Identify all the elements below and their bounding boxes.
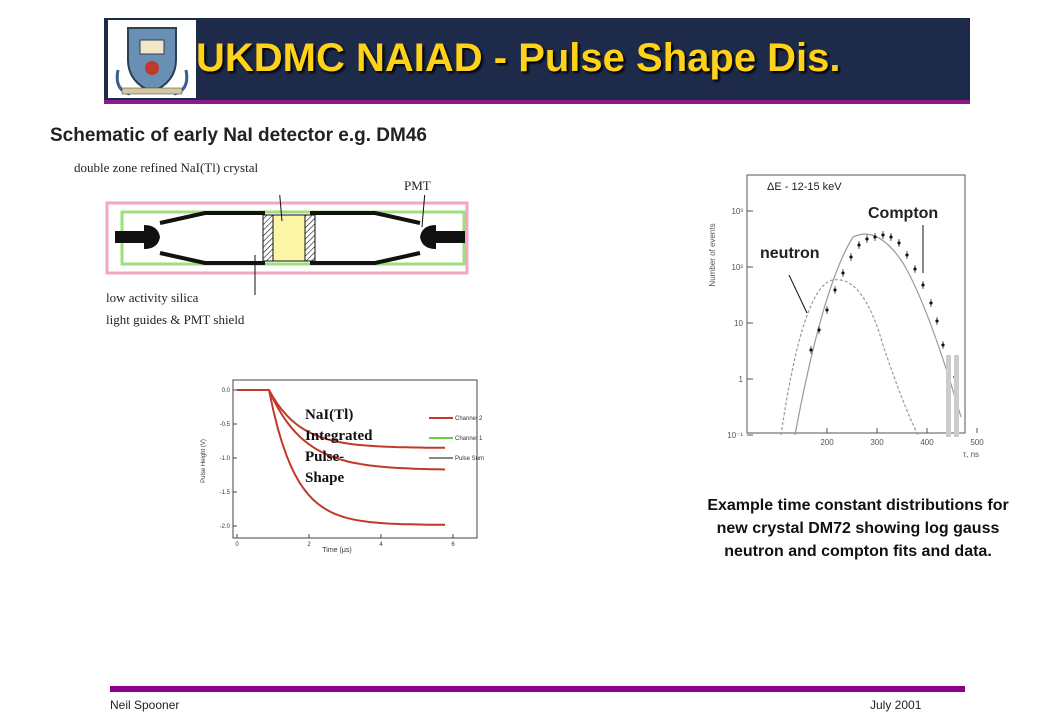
spectrum-ytick-label: 10	[734, 319, 743, 328]
spectrum-ytick-label: 10²	[731, 263, 743, 272]
data-point	[881, 233, 885, 237]
pulse-ytick-label: -1.0	[220, 456, 231, 462]
label-pmt: PMT	[404, 178, 431, 193]
spectrum-ytick-label: 10³	[731, 207, 743, 216]
data-point	[929, 301, 933, 305]
outer-housing	[105, 201, 469, 275]
data-point	[849, 255, 853, 259]
data-point	[905, 253, 909, 257]
spectrum-xtick-label: 400	[920, 438, 934, 447]
channel1-curve	[237, 389, 446, 471]
compton-label: Compton	[868, 205, 939, 222]
pulse-plot-frame	[232, 379, 478, 539]
crystal-window-right	[304, 214, 316, 262]
data-point	[873, 235, 877, 239]
section-heading: Schematic of early NaI detector e.g. DM4…	[50, 125, 427, 146]
footer-author: Neil Spooner	[110, 698, 180, 712]
spectrum-xlabel: τ, ns	[963, 450, 979, 459]
pulse-ytick-label: -0.5	[220, 422, 231, 428]
spectrum-plot-frame	[746, 174, 966, 434]
annotation-line: Shape	[305, 470, 345, 486]
nai-crystal	[272, 214, 306, 262]
data-point	[935, 319, 939, 323]
pulse-ytick-label: -2.0	[220, 524, 231, 530]
detector-schematic	[105, 195, 469, 295]
legend-channel2: Channel 2	[455, 416, 483, 422]
right-pmt-base	[435, 231, 465, 243]
left-pmt-base	[115, 231, 145, 243]
neutron-label: neutron	[760, 245, 820, 262]
label-silica: low activity silica	[106, 290, 199, 305]
pulse-plot-annotation: NaI(Tl) Integrated Pulse- Shape	[305, 405, 373, 489]
pulse-xtick-label: 6	[451, 542, 455, 548]
spectrum-xtick-label: 500	[970, 438, 984, 447]
data-point	[865, 237, 869, 241]
pulse-ylabel: Pulse Height (V)	[201, 439, 207, 483]
crest-icon	[115, 27, 189, 96]
data-point	[833, 288, 837, 292]
pulse-xlabel: Time (μs)	[322, 547, 351, 554]
pulse-sum-curve	[237, 389, 445, 526]
figure-caption: Example time constant distributions for …	[707, 497, 1009, 560]
neutron-leader	[788, 274, 808, 314]
annotation-line: Pulse-	[305, 449, 345, 465]
pulse-plot-background	[197, 366, 513, 556]
pulse-xtick-label: 0	[235, 542, 239, 548]
data-bar	[954, 355, 959, 437]
spectrum-xtick-label: 300	[870, 438, 884, 447]
footer-rule	[110, 686, 965, 692]
right-pmt	[420, 225, 436, 249]
pulse-ytick-label: 0.0	[222, 388, 231, 394]
data-point	[897, 241, 901, 245]
spectrum-ytick-label: 1	[739, 375, 744, 384]
data-point	[841, 271, 845, 275]
left-light-guide	[159, 211, 265, 265]
channel2-curve	[237, 389, 445, 449]
energy-range-label: ΔE - 12-15 keV	[767, 181, 842, 193]
spectrum-ylabel: Number of events	[708, 223, 717, 286]
title-underline	[104, 100, 970, 104]
pulse-ytick-label: -1.5	[220, 490, 231, 496]
data-point	[817, 328, 821, 332]
label-light-guides: light guides & PMT shield	[106, 312, 245, 327]
pulse-xtick-label: 2	[307, 542, 311, 548]
data-point	[913, 267, 917, 271]
legend-pulse-sum: Pulse Sum	[455, 456, 484, 462]
data-point	[825, 308, 829, 312]
data-point	[889, 235, 893, 239]
crystal-window-left	[262, 214, 274, 262]
spectrum-plot-background	[703, 145, 991, 471]
page-title: UKDMC NAIAD - Pulse Shape Dis.	[196, 36, 841, 80]
neutron-fit-curve	[780, 279, 919, 436]
annotation-line: Integrated	[305, 428, 373, 444]
pulse-shape-plot: 0.0 -0.5 -1.0 -1.5 -2.0 0 2 4 6 Pulse Height (V…	[197, 366, 513, 556]
left-pmt	[144, 225, 160, 249]
label-crystal: double zone refined NaI(Tl) crystal	[74, 160, 259, 175]
spectrum-ytick-label: 10⁻¹	[727, 431, 743, 440]
data-bar	[946, 355, 951, 437]
crystal-leader	[279, 195, 283, 222]
title-banner	[104, 18, 970, 100]
university-crest	[108, 20, 196, 98]
annotation-line: NaI(Tl)	[305, 407, 354, 423]
spectrum-xtick-label: 200	[820, 438, 834, 447]
legend-channel1: Channel 1	[455, 436, 483, 442]
data-point	[941, 343, 945, 347]
data-point	[921, 283, 925, 287]
data-point	[857, 243, 861, 247]
pmt-leader	[421, 195, 426, 228]
footer-date: July 2001	[870, 698, 922, 712]
right-light-guide	[310, 211, 421, 265]
pulse-xtick-label: 4	[379, 542, 383, 548]
data-point	[809, 348, 813, 352]
